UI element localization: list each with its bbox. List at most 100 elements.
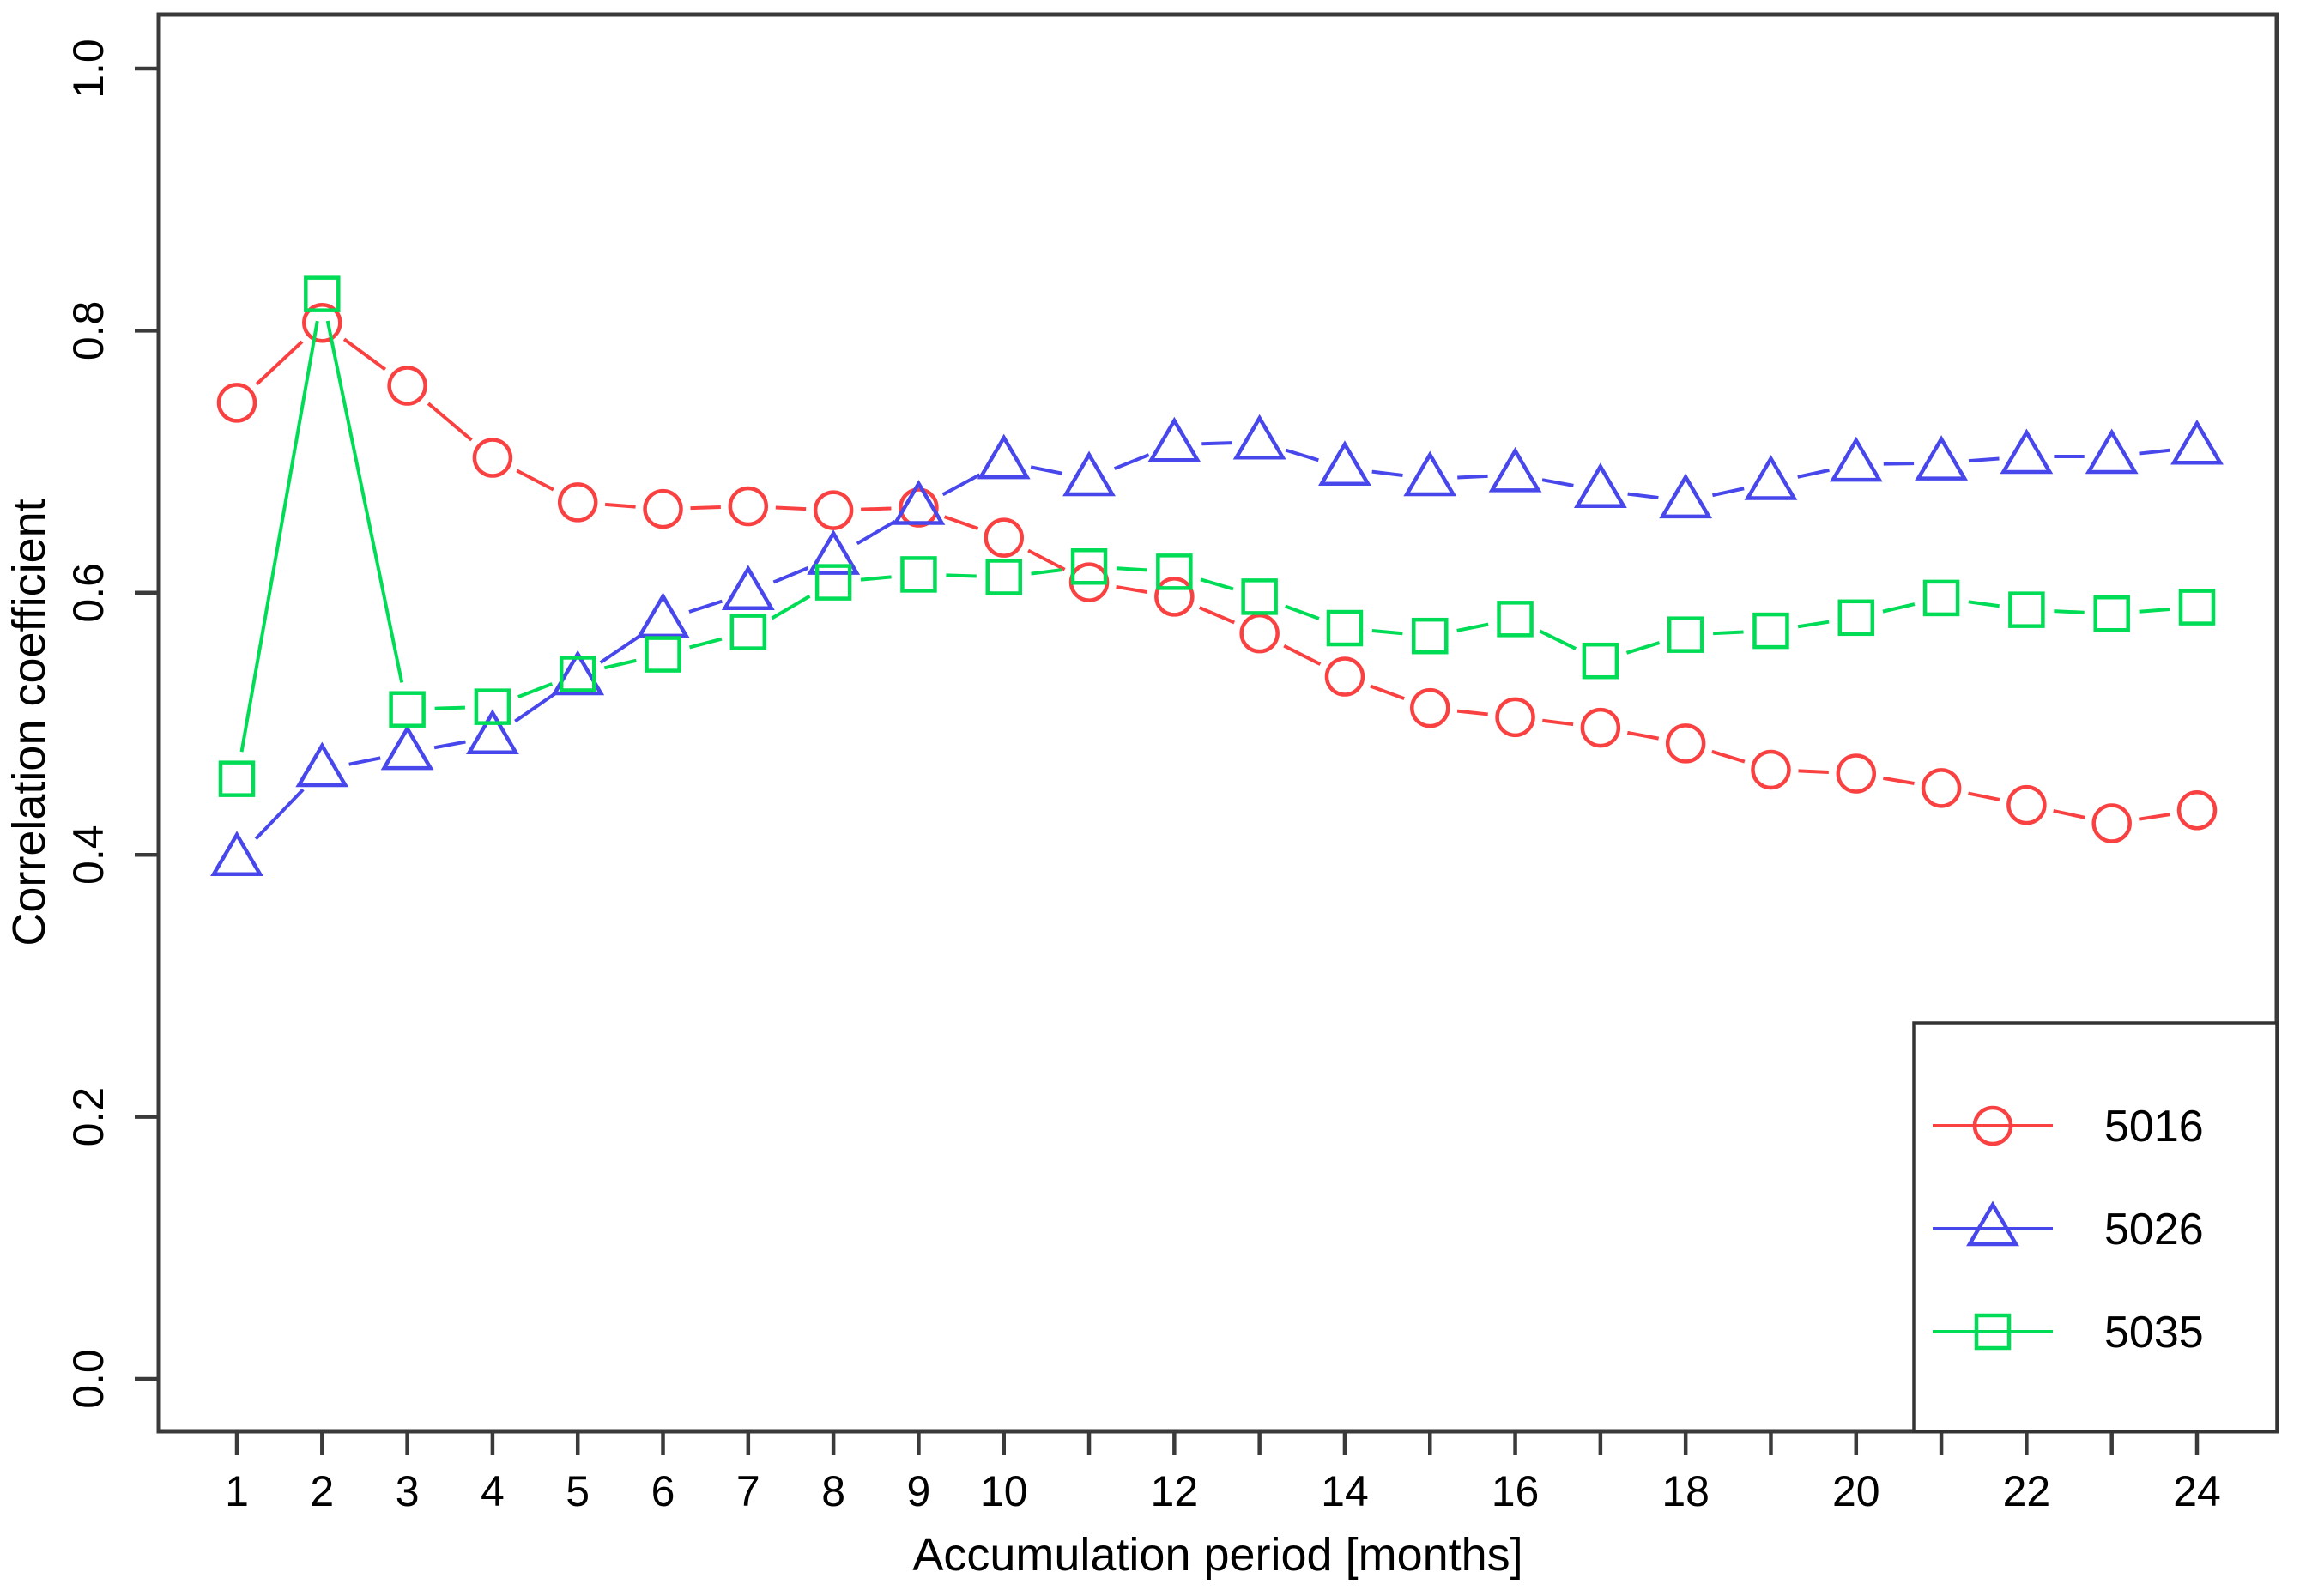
legend-label-5016: 5016 — [2104, 1102, 2204, 1152]
series-5016-segment — [1456, 709, 1488, 716]
series-5026-segment — [1371, 469, 1403, 478]
y-tick-label: 0.2 — [64, 1087, 112, 1147]
series-5016-segment — [690, 505, 721, 511]
series-5026-marker-triangle — [1829, 436, 1883, 482]
x-tick-label: 2 — [310, 1467, 334, 1515]
x-tick-label: 4 — [481, 1467, 505, 1515]
series-5016-segment — [1370, 684, 1405, 700]
series-5016-segment — [1542, 718, 1574, 727]
series-5026-marker-triangle — [1744, 455, 1798, 500]
series-5016-segment — [1883, 776, 1915, 785]
series-5035 — [218, 275, 2216, 797]
series-5035-segment — [1539, 629, 1577, 650]
axis-ticks: 1 2 3 4 5 6 7 8 9 10 12 14 16 18 20 22 240.00.20.40.60.8… — [64, 39, 2221, 1515]
series-5035-segment — [434, 705, 465, 710]
series-5026-segment — [514, 692, 557, 723]
series-5016-marker-circle — [387, 366, 427, 406]
series-5016-marker-circle — [899, 487, 939, 528]
series-5035-segment — [517, 682, 554, 699]
series-5026-segment — [772, 565, 809, 584]
legend-label-5035: 5035 — [2104, 1308, 2204, 1357]
x-tick-label: 16 — [1492, 1467, 1540, 1515]
y-tick-label: 1.0 — [64, 39, 112, 99]
series-5035-marker-square — [1070, 548, 1108, 585]
series-5035-marker-square — [2093, 595, 2130, 632]
series-5026-marker-triangle — [1403, 450, 1457, 497]
series-5026-marker-triangle — [1232, 414, 1286, 460]
series-5026-marker-triangle — [295, 741, 349, 788]
series-5026-segment — [1201, 441, 1232, 446]
series-5016-segment — [342, 337, 387, 372]
series-5035-marker-square — [985, 559, 1022, 595]
series-5035-segment — [2054, 609, 2085, 614]
legend-label-5026: 5026 — [2104, 1205, 2204, 1254]
series-5026-segment — [1797, 468, 1830, 479]
series-5016 — [216, 302, 2218, 843]
x-tick-label: 6 — [651, 1467, 675, 1515]
series-5016-marker-circle — [1324, 656, 1365, 697]
series-5016-segment — [1283, 644, 1322, 666]
series-5016-marker-circle — [1495, 697, 1535, 738]
series-5016-marker-circle — [1410, 687, 1450, 728]
series-5035-marker-square — [814, 564, 852, 601]
x-tick-label: 18 — [1661, 1467, 1710, 1515]
series-5026-segment — [1883, 462, 1915, 466]
series-5035-segment — [1371, 628, 1403, 636]
series-5026-marker-triangle — [721, 565, 775, 611]
series-5026-segment — [1968, 456, 2000, 463]
series-5035-segment — [771, 595, 811, 620]
series-5035-segment — [946, 573, 977, 578]
series-5026-marker-triangle — [1488, 446, 1542, 493]
series-5026-marker-triangle — [380, 724, 434, 771]
series-5026-marker-triangle — [892, 480, 946, 525]
series-5035-marker-square — [1241, 578, 1278, 615]
series-5016-segment — [775, 505, 807, 511]
series-5026-segment — [433, 740, 466, 750]
y-tick-label: 0.4 — [64, 825, 112, 885]
legend-5016-marker-circle — [1972, 1105, 2013, 1146]
series-5035-marker-square — [304, 275, 341, 312]
series-5016-marker-circle — [1836, 753, 1877, 794]
series-5026-marker-triangle — [465, 709, 519, 755]
series-5035-segment — [1882, 602, 1916, 614]
series-5016-marker-circle — [1154, 577, 1195, 617]
x-tick-label: 5 — [566, 1467, 590, 1515]
series-5016-segment — [943, 515, 979, 530]
series-5026-segment — [941, 473, 981, 497]
series-5026-marker-triangle — [1915, 435, 1969, 481]
series-5035-segment — [1200, 577, 1234, 591]
series-5026-segment — [1541, 478, 1574, 487]
y-tick-label: 0.0 — [64, 1349, 112, 1409]
series-5016-marker-circle — [1751, 749, 1791, 790]
series-5026-marker-triangle — [2085, 428, 2139, 475]
series-5016-marker-circle — [472, 438, 513, 478]
series-5035-segment — [1968, 600, 2000, 608]
series-5026-marker-triangle — [2170, 419, 2224, 465]
legend-5035-marker-square — [1974, 1313, 2012, 1351]
series-5035-segment — [1031, 568, 1062, 576]
series-5026-segment — [1712, 487, 1745, 498]
series-5016-segment — [861, 506, 892, 511]
plot-border — [156, 12, 2279, 1434]
series-5026-segment — [688, 599, 723, 614]
series-5026-segment — [1457, 474, 1488, 480]
series-5035-marker-square — [1837, 599, 1875, 637]
series-5035-marker-square — [1497, 601, 1534, 638]
series-5026-marker-triangle — [1147, 416, 1201, 462]
x-tick-label: 8 — [821, 1467, 845, 1515]
series-5026-marker-triangle — [636, 592, 690, 638]
series-5035-segment — [1284, 604, 1320, 620]
series-5035-marker-square — [2178, 589, 2216, 626]
series-5026-marker-triangle — [210, 831, 263, 877]
x-tick-label: 20 — [1832, 1467, 1880, 1515]
series-5016-marker-circle — [216, 383, 257, 423]
series-5035-marker-square — [1412, 617, 1449, 655]
series-5026-marker-triangle — [807, 529, 861, 575]
series-5026-marker-triangle — [1318, 440, 1371, 486]
series-5035-segment — [1713, 630, 1744, 636]
series-5035-segment — [603, 658, 637, 670]
series-5016-marker-circle — [557, 482, 598, 523]
series-5035-segment — [1116, 566, 1147, 572]
